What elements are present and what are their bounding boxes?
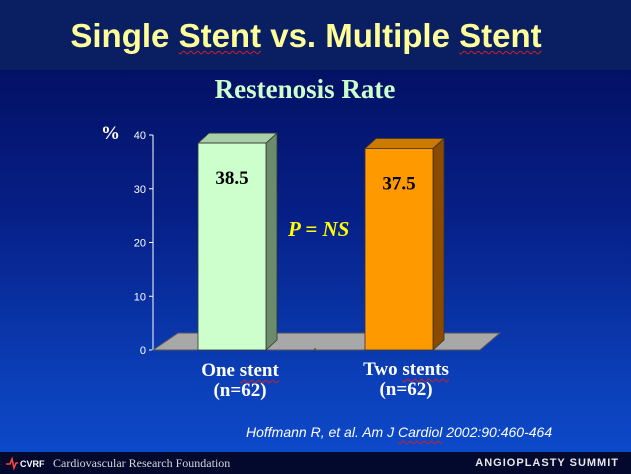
bar-side — [265, 132, 278, 351]
bar-top — [196, 132, 279, 144]
category-label-text: stents — [402, 359, 449, 380]
category-label-text: One — [201, 360, 240, 381]
title-part: Single — [70, 17, 179, 54]
bar-side — [432, 137, 445, 351]
title-part: Stent — [178, 17, 262, 54]
citation-text: Hoffmann R, et al. Am J — [246, 424, 398, 440]
category-label-text: Two — [363, 359, 403, 380]
category-sample-size: (n=62) — [213, 380, 267, 401]
citation-text: 2002:90:460-464 — [442, 424, 553, 440]
category-sample-size: (n=62) — [379, 379, 433, 400]
svg-text:CVRF: CVRF — [20, 459, 45, 469]
citation-text: Cardiol — [397, 424, 443, 440]
title-part: vs. Multiple — [261, 17, 460, 54]
category-label-line: Two stents — [336, 360, 476, 380]
category-label-line: One stent — [170, 361, 310, 381]
footer-bar — [0, 452, 631, 474]
bar: 37.5 — [363, 137, 446, 351]
category-label-one-stent: One stent (n=62) — [170, 361, 310, 401]
y-axis-unit-label: % — [101, 123, 120, 144]
slide-title: Single Stent vs. Multiple Stent — [0, 17, 612, 55]
event-name: ANGIOPLASTY SUMMIT — [475, 457, 619, 469]
organization-name: Cardiovascular Research Foundation — [53, 456, 231, 470]
y-tick-label: 10 — [134, 291, 146, 303]
chart-title: Restenosis Rate — [214, 74, 396, 104]
bar-top — [363, 138, 446, 149]
category-label-text: stent — [239, 360, 279, 381]
y-tick-label: 30 — [134, 184, 146, 196]
y-tick-label: 0 — [140, 345, 146, 357]
bar-front — [197, 142, 267, 351]
category-label-two-stents: Two stents (n=62) — [336, 360, 476, 400]
title-bar — [0, 0, 631, 70]
p-value-annotation: P = NS — [288, 217, 350, 241]
y-tick-label: 40 — [134, 130, 146, 142]
cvrf-logo-icon: CVRF — [6, 456, 45, 471]
bar-data-label: 38.5 — [215, 168, 248, 189]
y-tick-label: 20 — [134, 238, 146, 250]
bar-data-label: 37.5 — [382, 173, 415, 194]
bar: 38.5 — [196, 132, 279, 351]
citation: Hoffmann R, et al. Am J Cardiol 2002:90:… — [246, 424, 552, 440]
title-part: Stent — [459, 17, 542, 54]
bar-front — [364, 148, 434, 351]
